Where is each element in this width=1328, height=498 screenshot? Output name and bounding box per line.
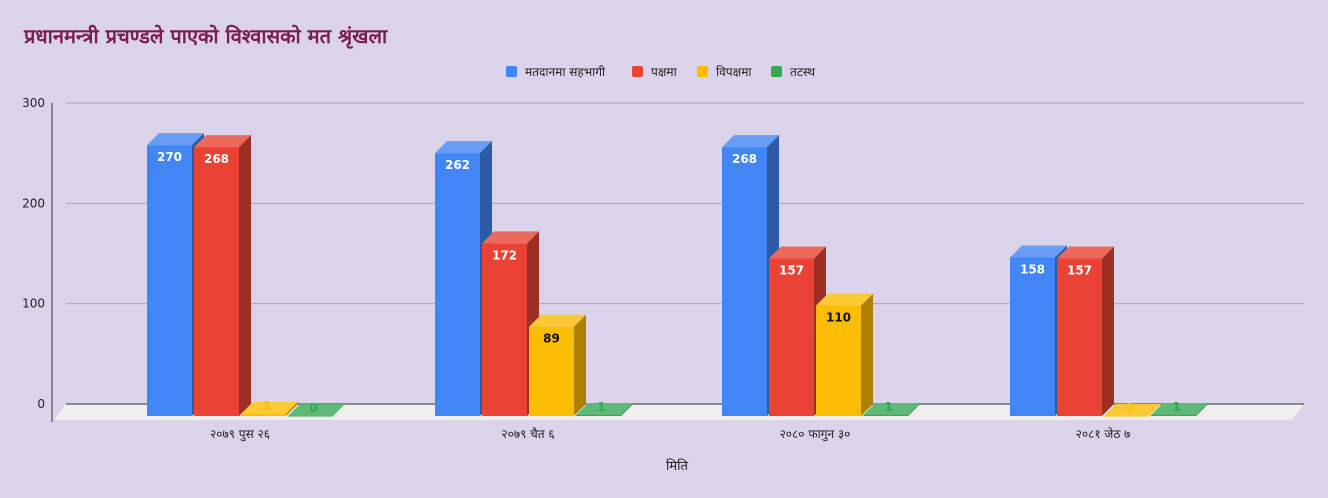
- bar: [863, 414, 908, 416]
- bar-top: [576, 402, 633, 415]
- legend-swatch-1: [632, 66, 643, 77]
- data-label: 1: [884, 400, 892, 414]
- data-label: 262: [445, 158, 470, 172]
- legend-label-2: विपक्षमा: [716, 65, 752, 79]
- bar-top: [863, 402, 920, 415]
- data-label: 1: [1172, 400, 1180, 414]
- bar-top: [1151, 402, 1208, 415]
- y-tick-label: 200: [22, 196, 45, 210]
- legend-label-0: मतदानमा सहभागी: [525, 65, 606, 79]
- bar: [194, 147, 239, 416]
- bar-top: [722, 135, 779, 148]
- bar-top: [147, 133, 204, 146]
- bar-top: [482, 231, 539, 244]
- data-label: 89: [543, 332, 560, 346]
- bar-side: [621, 402, 633, 416]
- data-label: 268: [204, 152, 229, 166]
- bar-top: [1057, 246, 1114, 259]
- data-label: 0: [309, 401, 317, 415]
- legend-swatch-0: [506, 66, 517, 77]
- data-label: 157: [779, 263, 804, 277]
- legend-swatch-3: [771, 66, 782, 77]
- bar: [769, 258, 814, 416]
- data-label: 268: [732, 152, 757, 166]
- data-label: 270: [157, 150, 182, 164]
- bar: [1057, 258, 1102, 416]
- bar: [816, 305, 861, 416]
- bar: [1151, 414, 1196, 416]
- bar-top: [194, 135, 251, 148]
- x-tick-label: २०८० फागुन ३०: [780, 427, 851, 442]
- bar-side: [908, 402, 920, 416]
- x-tick-label: २०८१ जेठ ७: [1076, 427, 1131, 441]
- bar: [482, 243, 527, 416]
- legend-label-3: तटस्थ: [790, 65, 815, 79]
- data-label: 157: [1067, 263, 1092, 277]
- bar-top: [1104, 404, 1161, 416]
- x-tick-label: २०७९ चैत ६: [501, 427, 554, 441]
- bar: [1104, 416, 1149, 417]
- x-tick-label: २०७९ पुस २६: [210, 427, 270, 442]
- bar: [241, 413, 286, 416]
- chart-floor: [54, 404, 1304, 420]
- data-label: 2: [262, 399, 270, 413]
- y-tick-label: 300: [22, 96, 45, 110]
- bar: [576, 414, 621, 416]
- bar: [288, 416, 333, 417]
- bar-top: [288, 404, 345, 416]
- bar-side: [1196, 402, 1208, 416]
- bar-side: [239, 135, 251, 416]
- x-axis-title: मिति: [666, 458, 689, 474]
- bar-top: [1010, 245, 1067, 258]
- bar-top: [769, 246, 826, 259]
- legend-swatch-2: [697, 66, 708, 77]
- data-label: 158: [1020, 262, 1045, 276]
- bar: [529, 326, 574, 416]
- bar: [1010, 257, 1055, 416]
- y-tick-label: 0: [37, 397, 45, 411]
- bar-side: [574, 314, 586, 416]
- bar-top: [435, 141, 492, 154]
- bar: [722, 147, 767, 416]
- data-label: 172: [492, 248, 517, 262]
- data-label: 1: [597, 400, 605, 414]
- y-tick-label: 100: [22, 297, 45, 311]
- bar-top: [241, 401, 298, 414]
- bar: [147, 145, 192, 416]
- bar-top: [816, 293, 873, 306]
- bar-side: [1102, 246, 1114, 416]
- bar-side: [861, 293, 873, 416]
- bar-side: [286, 401, 298, 416]
- bar-top: [529, 314, 586, 327]
- data-label: 0: [1125, 401, 1133, 415]
- legend-label-1: पक्षमा: [651, 65, 678, 79]
- bar: [435, 153, 480, 417]
- data-label: 110: [826, 311, 851, 325]
- chart-title: प्रधानमन्त्री प्रचण्डले पाएको विश्वासको …: [24, 24, 388, 48]
